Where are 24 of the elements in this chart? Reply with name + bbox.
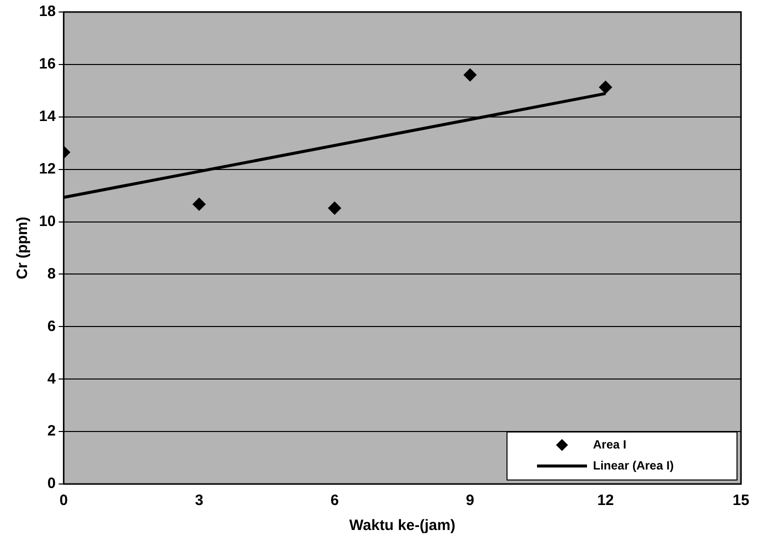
point [192, 198, 206, 211]
point [328, 202, 342, 215]
y-tick-label: 12 [38, 160, 56, 178]
y-tick-label: 14 [38, 108, 56, 126]
y-axis-title: Cr (ppm) [14, 216, 32, 280]
y-tick-label: 4 [47, 370, 56, 388]
y-tick-label: 0 [47, 475, 56, 492]
x-tick-label: 9 [466, 492, 474, 510]
y-tick-label: 8 [47, 265, 56, 282]
legend-label: Linear (Area I) [593, 458, 674, 472]
x-tick-label: 0 [60, 492, 68, 510]
y-tick-label: 16 [38, 56, 56, 73]
y-tick-label: 10 [38, 212, 56, 230]
x-tick-label: 12 [597, 492, 614, 510]
x-axis-title: Waktu ke-(jam) [349, 517, 456, 534]
point [599, 80, 612, 94]
y-tick-label: 18 [38, 3, 56, 20]
x-tick-label: 6 [330, 492, 339, 510]
point [464, 68, 477, 82]
y-tick-label: 2 [47, 422, 56, 440]
y-tick-label: 6 [47, 318, 56, 335]
x-tick-label: 15 [732, 492, 750, 510]
x-tick-label: 3 [194, 492, 204, 510]
legend-label: Area I [593, 437, 626, 452]
